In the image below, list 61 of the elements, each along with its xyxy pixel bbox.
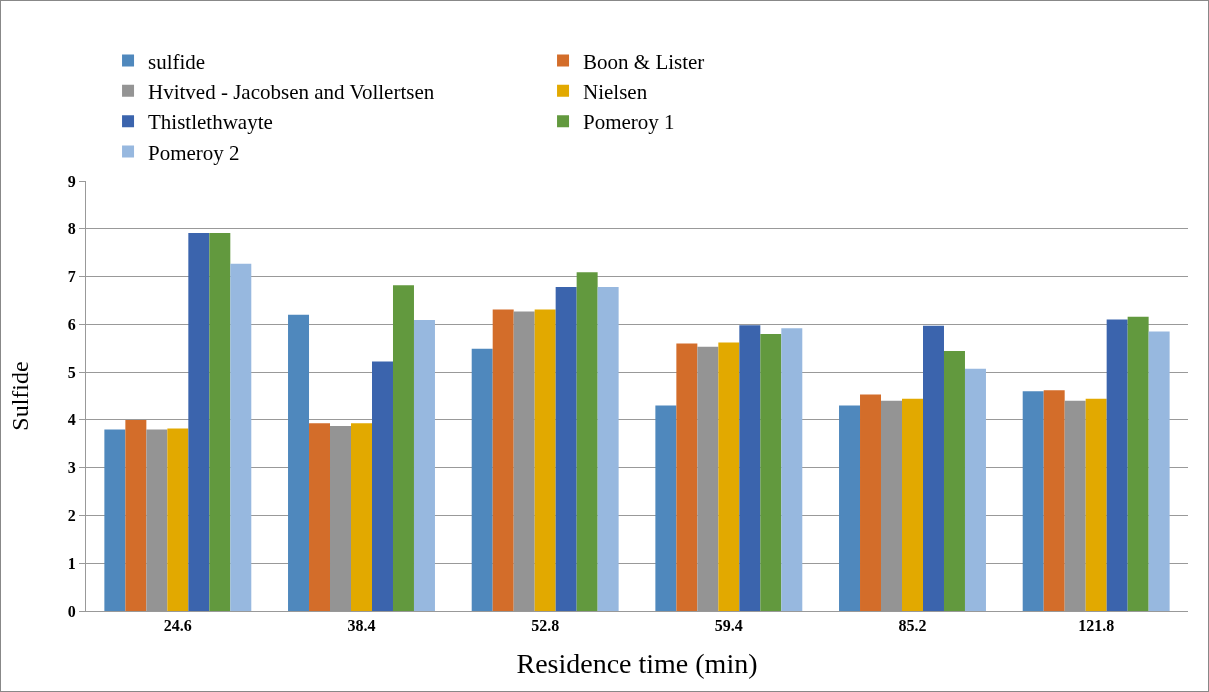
- y-axis-title: Sulfide: [7, 361, 33, 431]
- bar: [1106, 319, 1128, 611]
- bar: [555, 287, 577, 611]
- x-tick-label: 38.4: [347, 617, 376, 635]
- y-tick-label: 4: [67, 411, 76, 429]
- legend-label: Thistlethwayte: [148, 110, 273, 135]
- bar: [839, 405, 861, 611]
- y-tick-label: 0: [67, 602, 76, 620]
- bar: [739, 325, 761, 611]
- bar: [534, 309, 556, 611]
- bar: [167, 428, 189, 611]
- bar: [1085, 398, 1107, 611]
- bar: [760, 333, 782, 611]
- bar: [413, 320, 435, 611]
- bar: [1148, 331, 1170, 611]
- bar: [923, 325, 944, 611]
- bar: [860, 394, 882, 611]
- legend-label: Boon & Lister: [583, 49, 705, 74]
- bar: [676, 343, 698, 611]
- bar: [1127, 316, 1149, 611]
- x-axis-title: Residence time (min): [516, 648, 758, 680]
- bar: [288, 314, 310, 611]
- x-tick-label: 59.4: [714, 617, 743, 635]
- bar: [230, 263, 252, 611]
- y-tick-label: 6: [67, 315, 76, 333]
- bar: [188, 233, 210, 611]
- legend-label: Pomeroy 1: [583, 110, 675, 135]
- y-tick-label: 2: [67, 507, 76, 525]
- y-tick-label: 9: [67, 172, 76, 190]
- y-tick-label: 5: [67, 363, 76, 381]
- y-tick-label: 1: [67, 554, 76, 572]
- x-tick-label: 121.8: [1078, 617, 1115, 635]
- legend-label: Hvitved - Jacobsen and Vollertsen: [148, 80, 435, 105]
- x-tick-label: 52.8: [531, 617, 560, 635]
- y-tick-label: 3: [67, 459, 76, 477]
- bar: [471, 348, 493, 611]
- legend-label: Pomeroy 2: [148, 140, 240, 165]
- bar: [1022, 391, 1044, 611]
- bar: [943, 351, 965, 611]
- legend-label: Nielsen: [583, 80, 648, 105]
- y-tick-label: 8: [67, 220, 76, 238]
- legend-label: sulfide: [148, 49, 206, 74]
- bar: [655, 405, 677, 611]
- bar: [392, 285, 414, 611]
- bar: [351, 423, 372, 611]
- bar: [1043, 390, 1065, 611]
- bar: [902, 398, 923, 611]
- x-tick-label: 24.6: [163, 617, 192, 635]
- bar: [781, 328, 803, 611]
- bar: [964, 368, 986, 611]
- bar: [309, 423, 331, 611]
- bar: [718, 342, 740, 611]
- bar: [372, 361, 393, 611]
- bar: [492, 309, 514, 611]
- bar: [209, 233, 231, 611]
- bar: [597, 287, 619, 611]
- x-tick-label: 85.2: [898, 617, 927, 635]
- bar: [576, 272, 598, 611]
- bar: [104, 429, 126, 611]
- y-tick-label: 7: [67, 268, 76, 286]
- bar: [125, 419, 147, 611]
